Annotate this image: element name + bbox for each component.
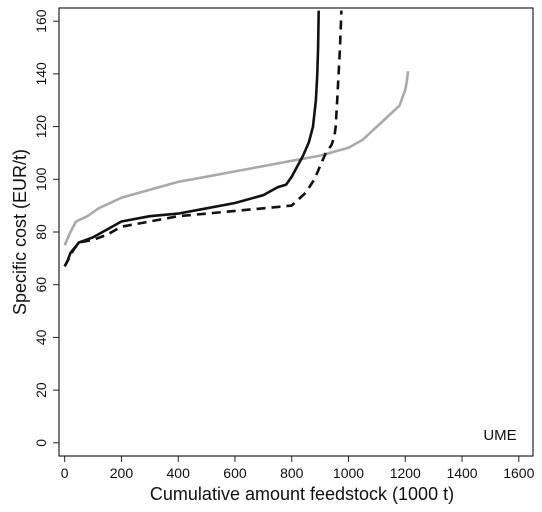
series-line-1 <box>63 71 410 246</box>
x-axis: 0 200 400 600 800 1000 1200 1400 1600 <box>61 456 535 481</box>
series-line-2 <box>63 10 320 267</box>
series-layer <box>63 10 410 267</box>
y-tick-label: 20 <box>33 382 49 398</box>
plot-frame <box>58 7 534 457</box>
x-tick-label: 200 <box>110 465 134 481</box>
y-tick-label: 60 <box>33 277 49 293</box>
x-tick-label: 1600 <box>503 465 534 481</box>
region-annotation: UME <box>483 427 516 444</box>
series-line-3 <box>63 10 343 267</box>
y-tick-label: 160 <box>33 9 49 33</box>
x-tick-label: 0 <box>61 465 69 481</box>
y-tick-label: 40 <box>33 329 49 345</box>
y-tick-label: 140 <box>33 62 49 86</box>
y-tick-label: 80 <box>33 224 49 240</box>
y-axis: 0 20 40 60 80 100 120 140 160 <box>33 9 59 447</box>
y-axis-label: Specific cost (EUR/t) <box>10 149 30 315</box>
y-tick-label: 0 <box>33 439 49 447</box>
x-tick-label: 400 <box>167 465 191 481</box>
y-tick-label: 120 <box>33 115 49 139</box>
x-axis-label: Cumulative amount feedstock (1000 t) <box>150 484 454 504</box>
y-tick-label: 100 <box>33 167 49 191</box>
x-tick-label: 1400 <box>446 465 477 481</box>
x-tick-label: 1000 <box>333 465 364 481</box>
x-tick-label: 1200 <box>390 465 421 481</box>
x-tick-label: 600 <box>223 465 247 481</box>
x-tick-label: 800 <box>280 465 304 481</box>
